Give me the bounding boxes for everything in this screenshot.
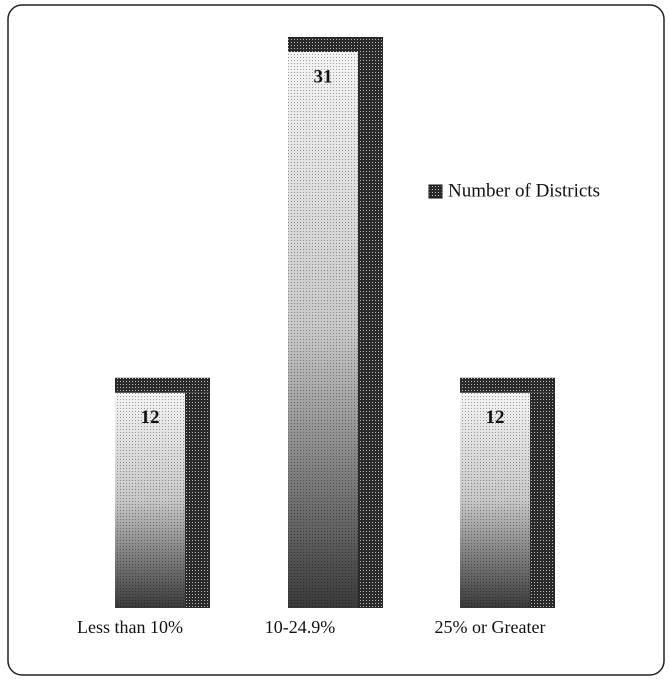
- x-tick-label: 10-24.9%: [265, 617, 336, 637]
- bar-front-texture: [460, 392, 530, 608]
- bar-front-texture: [115, 392, 185, 608]
- bar-top: [115, 377, 210, 393]
- legend-swatch: [428, 184, 443, 199]
- value-label: 12: [141, 407, 160, 428]
- value-label: 12: [486, 407, 505, 428]
- bar-front-texture: [288, 52, 358, 608]
- bar-side: [185, 392, 210, 608]
- bar-side: [530, 392, 555, 608]
- bar: [115, 377, 210, 608]
- x-tick-label: 25% or Greater: [435, 617, 546, 637]
- legend: Number of Districts: [428, 180, 600, 201]
- bar-side: [358, 52, 383, 608]
- legend-label: Number of Districts: [448, 180, 600, 201]
- frame: [7, 4, 665, 676]
- x-tick-label: Less than 10%: [77, 617, 183, 637]
- bar: [288, 37, 383, 608]
- bar-top: [288, 37, 383, 52]
- bar: [460, 377, 555, 608]
- bar-top: [460, 377, 555, 393]
- value-label: 31: [314, 66, 333, 87]
